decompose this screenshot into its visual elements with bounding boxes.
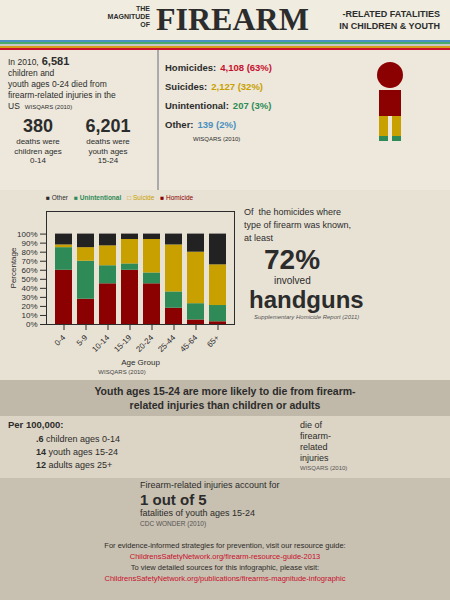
html-text:■ Unintentional: ■ Unintentional (74, 194, 122, 201)
html-text:WISQARS (2010): WISQARS (2010) (98, 369, 146, 375)
html-text:MAGNITUDE: MAGNITUDE (107, 13, 150, 20)
html-text:In 2010, 6,581: In 2010, 6,581 (8, 55, 70, 67)
html-text:Of the homicides where: Of the homicides where (244, 207, 341, 217)
html-text:THE: THE (136, 5, 150, 12)
html-text:Youth ages 15-24 are more like: Youth ages 15-24 are more likely to die … (94, 385, 356, 397)
html-text:deaths were: deaths were (86, 137, 130, 146)
svg-text:Percentage: Percentage (9, 247, 18, 288)
html-text:Other: 139 (2%): Other: 139 (2%) (165, 119, 237, 130)
html-text:ChildrensSafetyNetwork.org/pub: ChildrensSafetyNetwork.org/publications/… (104, 574, 346, 583)
svg-text:50%: 50% (21, 275, 37, 284)
html-text:For evidence-informed strategi: For evidence-informed strategies for pre… (104, 541, 346, 550)
svg-text:5-9: 5-9 (75, 333, 90, 348)
html-text:1 out of 5: 1 out of 5 (140, 491, 207, 508)
html-text:15-24: 15-24 (97, 156, 119, 165)
html-text:firearm-related injuries in th: firearm-related injuries in the (8, 90, 116, 100)
html-text:type of firearm was known,: type of firearm was known, (244, 220, 351, 230)
html-text:OF: OF (140, 21, 150, 28)
svg-text:0-4: 0-4 (53, 333, 68, 348)
html-text:-RELATED FATALITIES: -RELATED FATALITIES (342, 9, 440, 19)
html-text:children and: children and (8, 68, 55, 78)
html-text:WISQARS (2010): WISQARS (2010) (24, 104, 73, 110)
html-text:IN CHILDREN & YOUTH: IN CHILDREN & YOUTH (339, 21, 440, 31)
html-text:US: US (8, 101, 20, 111)
svg-text:100%: 100% (17, 230, 37, 239)
svg-text:70%: 70% (21, 257, 37, 266)
html-text:involved: involved (274, 275, 311, 286)
html-text:Supplementary Homicide Report: Supplementary Homicide Report (2011) (254, 314, 360, 320)
html-text:Firearm-related injuries accou: Firearm-related injuries account for (140, 480, 280, 490)
html-text:WISQARS (2010): WISQARS (2010) (300, 465, 348, 471)
html-text:380: 380 (23, 116, 53, 136)
html-text:To view detailed sources for t: To view detailed sources for this infogr… (130, 563, 320, 572)
html-text:related: related (300, 442, 328, 452)
svg-text:25-44: 25-44 (156, 333, 177, 354)
svg-text:30%: 30% (21, 293, 37, 302)
html-text:handguns: handguns (249, 286, 364, 313)
html-text:firearm-: firearm- (300, 431, 331, 441)
html-text:injuries: injuries (300, 453, 329, 463)
html-text:at least: at least (244, 233, 273, 243)
html-text:FIREARM: FIREARM (156, 1, 309, 37)
html-text:die of: die of (300, 420, 322, 430)
svg-text:20-24: 20-24 (134, 333, 155, 354)
svg-text:40%: 40% (21, 284, 37, 293)
html-text:6,201: 6,201 (85, 116, 131, 136)
svg-text:10-14: 10-14 (90, 333, 111, 354)
html-text:■ Homicide: ■ Homicide (160, 194, 194, 201)
html-text:Suicides: 2,127 (32%): Suicides: 2,127 (32%) (165, 81, 263, 92)
html-text:WISQARS (2010): WISQARS (2010) (193, 136, 241, 142)
html-text:14 youth ages 15-24: 14 youth ages 15-24 (36, 447, 119, 457)
html-text:youth ages 0-24 died from: youth ages 0-24 died from (8, 79, 107, 89)
html-text:72%: 72% (264, 244, 320, 275)
svg-text:0%: 0% (26, 320, 38, 329)
svg-text:20%: 20% (21, 302, 37, 311)
html-text:Unintentional: 207 (3%): Unintentional: 207 (3%) (165, 100, 272, 111)
html-text:deaths were: deaths were (16, 137, 60, 146)
svg-text:65+: 65+ (205, 333, 221, 349)
html-text:youth ages: youth ages (88, 146, 128, 156)
html-text:related injuries than children: related injuries than children or adults (129, 399, 321, 411)
html-text:ChildrensSafetyNetwork.org/fir: ChildrensSafetyNetwork.org/firearm-resou… (129, 552, 321, 561)
svg-text:90%: 90% (21, 239, 37, 248)
html-text:12 adults ages 25+: 12 adults ages 25+ (36, 460, 113, 470)
html-text:□ Suicide: □ Suicide (127, 194, 155, 201)
svg-text:45-64: 45-64 (178, 333, 199, 354)
html-text:0-14: 0-14 (30, 156, 46, 165)
html-text:.6 children ages 0-14: .6 children ages 0-14 (36, 434, 121, 444)
html-text:Homicides: 4,108 (63%): Homicides: 4,108 (63%) (165, 62, 272, 73)
html-text:■ Other: ■ Other (46, 194, 68, 201)
svg-text:80%: 80% (21, 248, 37, 257)
html-text:Per 100,000:: Per 100,000: (8, 419, 64, 430)
html-text:fatalities of youth ages 15-24: fatalities of youth ages 15-24 (140, 508, 256, 518)
svg-text:Age Group: Age Group (121, 358, 160, 367)
html-text:CDC WONDER (2010): CDC WONDER (2010) (140, 520, 207, 527)
svg-text:10%: 10% (21, 311, 37, 320)
svg-text:60%: 60% (21, 266, 37, 275)
html-text:children ages: children ages (14, 146, 62, 156)
svg-text:15-19: 15-19 (112, 333, 133, 354)
